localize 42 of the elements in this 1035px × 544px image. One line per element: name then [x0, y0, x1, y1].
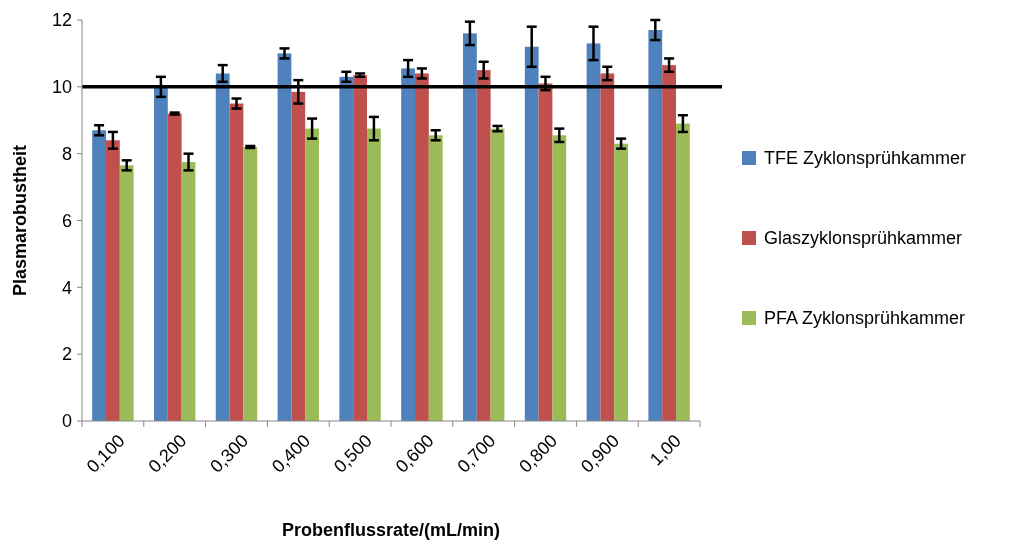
- bar: [586, 43, 601, 421]
- bar: [463, 33, 477, 421]
- legend-label: TFE Zyklonsprühkammer: [764, 148, 967, 169]
- bar: [600, 73, 615, 421]
- bar: [106, 140, 120, 421]
- bar: [662, 65, 676, 421]
- legend-label: Glaszyklonsprühkammer: [764, 228, 963, 249]
- y-tick-label: 4: [61, 277, 72, 298]
- bar: [367, 128, 381, 421]
- bar: [490, 128, 505, 421]
- bar: [277, 53, 292, 421]
- y-tick-label: 6: [61, 210, 72, 231]
- bar: [92, 130, 106, 421]
- y-tick-label: 12: [51, 10, 72, 31]
- bar: [215, 73, 230, 421]
- y-axis-title: Plasmarobustheit: [10, 144, 30, 297]
- bar: [305, 128, 319, 421]
- bar: [401, 68, 415, 421]
- y-tick-label: 8: [61, 143, 72, 164]
- bar: [181, 162, 196, 421]
- y-tick-label: 10: [51, 77, 72, 98]
- bar: [119, 165, 134, 421]
- bar: [229, 103, 244, 421]
- bar: [614, 143, 628, 421]
- legend-label: PFA Zyklonsprühkammer: [764, 308, 966, 329]
- bar: [676, 123, 690, 421]
- bar: [291, 91, 306, 421]
- x-axis-title: Probenflussrate/(mL/min): [281, 520, 501, 540]
- bar: [167, 113, 182, 421]
- bar: [243, 146, 258, 421]
- y-tick-label: 2: [61, 344, 72, 365]
- bar: [648, 30, 663, 421]
- bar: [415, 73, 429, 421]
- bar: [476, 70, 491, 421]
- y-tick-label: 0: [61, 411, 72, 432]
- bar: [154, 86, 168, 421]
- bar: [428, 135, 443, 421]
- bar: [524, 46, 539, 421]
- bar: [353, 75, 367, 421]
- bar: [552, 135, 567, 421]
- bar: [339, 76, 354, 421]
- bar: [538, 83, 553, 421]
